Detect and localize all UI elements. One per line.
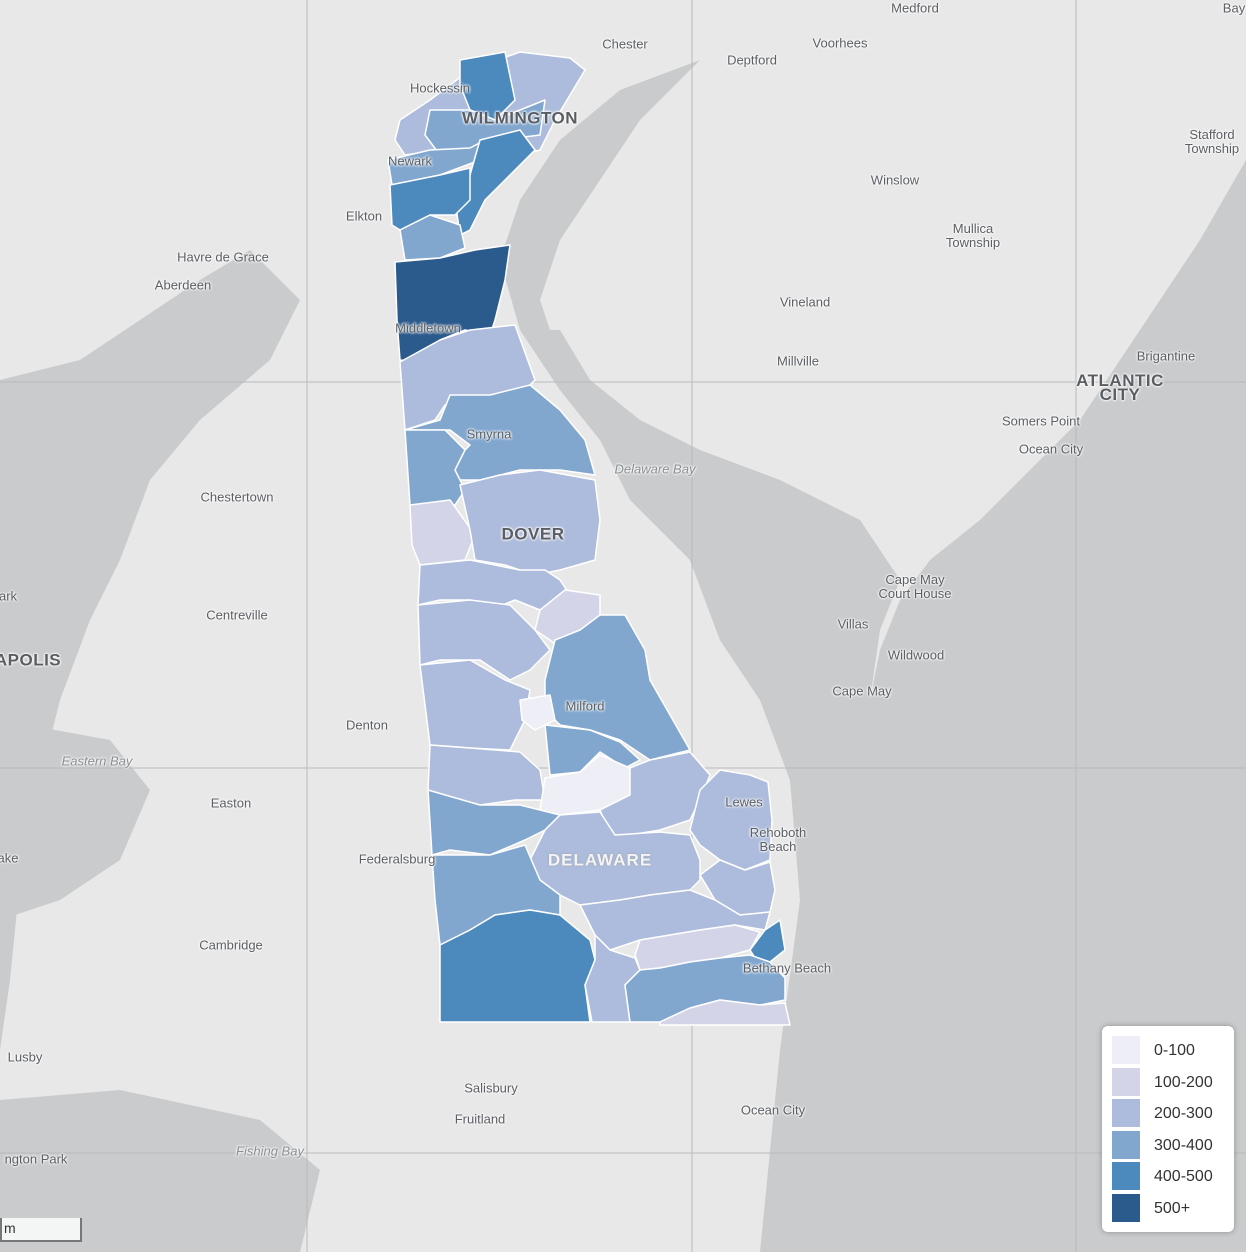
region-milford-town[interactable] (519, 694, 556, 731)
atlantic-ocean (830, 330, 1246, 1252)
legend-item: 300-400 (1112, 1130, 1230, 1161)
region-greenwood[interactable] (427, 789, 561, 856)
legend-label: 400-500 (1154, 1168, 1213, 1185)
legend-swatch (1112, 1193, 1140, 1222)
region-clayton[interactable] (404, 429, 466, 506)
legend-item: 100-200 (1112, 1067, 1230, 1098)
land-east (540, 0, 1246, 705)
legend-swatch (1112, 1067, 1140, 1096)
region-woodside[interactable] (417, 599, 551, 681)
legend-item: 0-100 (1112, 1036, 1230, 1066)
scale-label: m (4, 1220, 16, 1236)
legend-label: 0-100 (1154, 1042, 1195, 1059)
eastern-bay (0, 720, 150, 920)
region-wilmington[interactable] (424, 99, 546, 156)
region-laurel[interactable] (439, 909, 596, 1023)
delaware-bay (520, 330, 900, 790)
region-dagsboro[interactable] (624, 954, 786, 1023)
legend-label: 500+ (1154, 1199, 1191, 1217)
chesapeake-bay (0, 250, 300, 1050)
region-glasgow[interactable] (399, 214, 466, 261)
region-fenwick[interactable] (659, 999, 791, 1026)
legend: 0-100 100-200 200-300 300-400 400-500 500+ (1102, 1026, 1234, 1232)
legend-swatch (1112, 1130, 1140, 1159)
legend-label: 300-400 (1154, 1136, 1213, 1154)
region-lewes[interactable] (689, 769, 773, 871)
legend-item: 400-500 (1112, 1162, 1230, 1192)
region-milton[interactable] (599, 751, 711, 836)
legend-label: 100-200 (1154, 1073, 1213, 1091)
region-bear[interactable] (389, 167, 471, 231)
region-dover-north[interactable] (459, 469, 601, 576)
scale-bar: m (0, 1218, 82, 1242)
legend-swatch (1112, 1036, 1140, 1064)
fishing-bay (0, 1090, 320, 1252)
legend-swatch (1112, 1162, 1140, 1190)
legend-item: 200-300 (1112, 1099, 1230, 1129)
legend-label: 200-300 (1154, 1105, 1213, 1122)
legend-swatch (1112, 1099, 1140, 1127)
legend-item: 500+ (1112, 1193, 1230, 1224)
